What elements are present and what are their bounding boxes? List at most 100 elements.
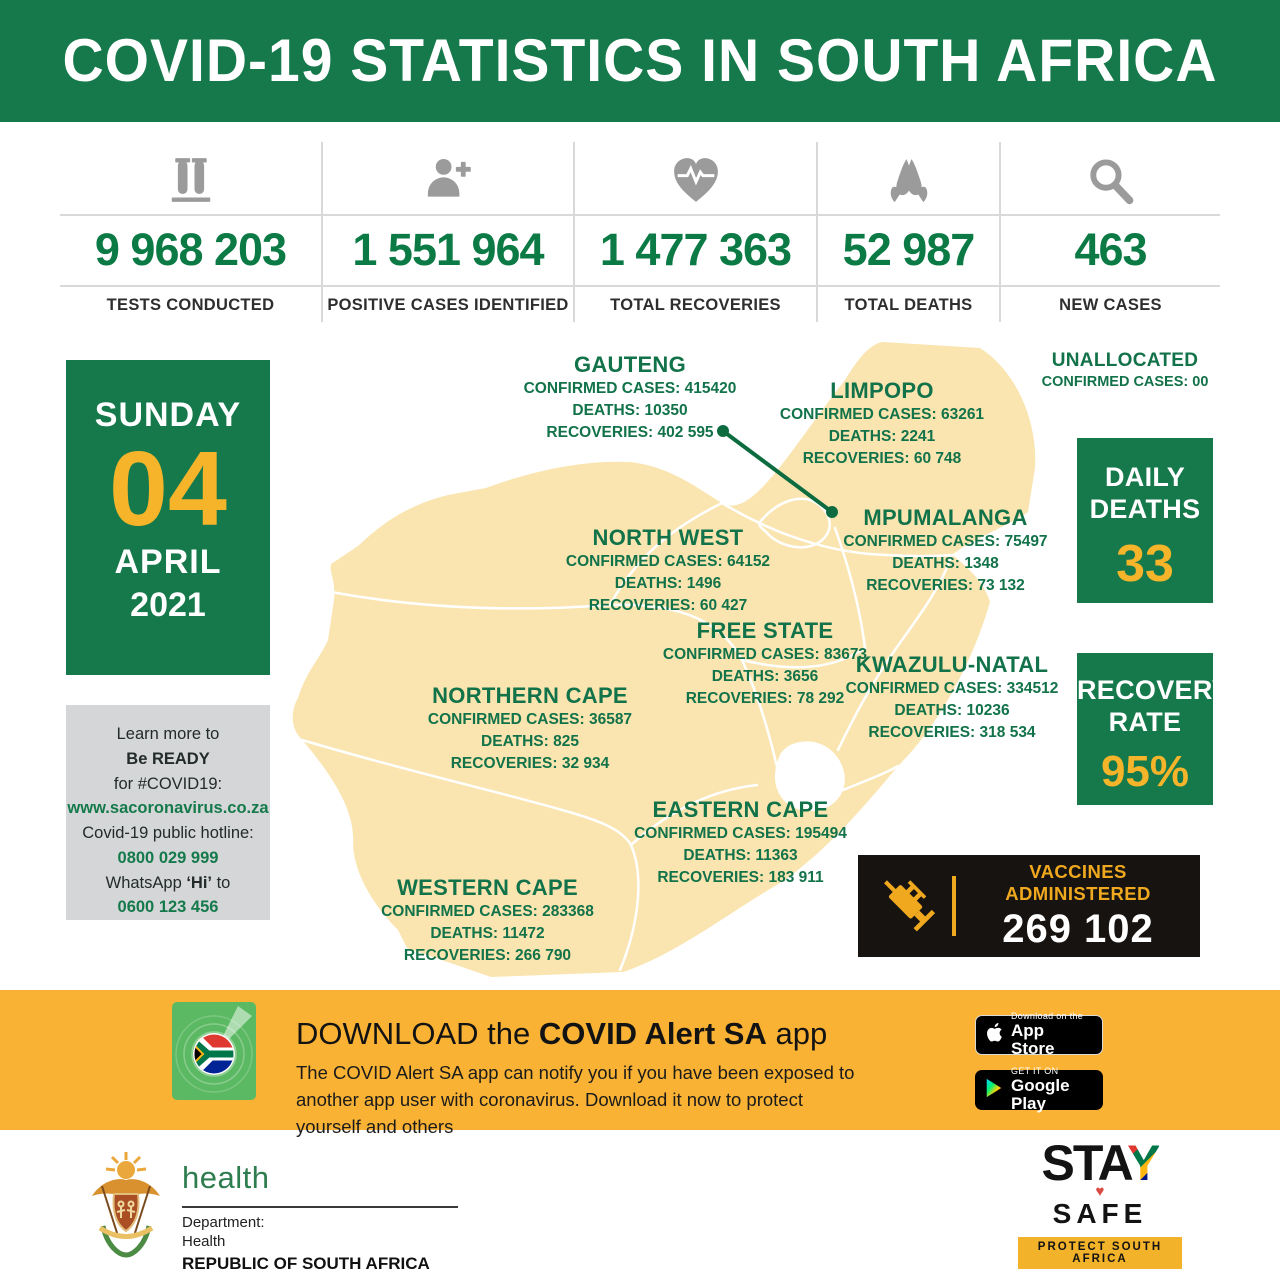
province-label-kwazulu-natal: KWAZULU-NATAL CONFIRMED CASES: 334512 DE… — [818, 652, 1086, 744]
recovery-rate-label: RECOVERY RATE — [1077, 675, 1230, 737]
province-deaths: DEATHS: 825 — [481, 733, 579, 750]
province-name: FREE STATE — [696, 618, 834, 643]
stat-label: POSITIVE CASES IDENTIFIED — [327, 296, 569, 314]
stay-safe-logo: STAY ♥ SAFE PROTECT SOUTH AFRICA TOGETHE… — [1018, 1138, 1223, 1280]
heart-pulse-icon — [575, 142, 816, 214]
protect-south-africa-band: PROTECT SOUTH AFRICA — [1018, 1236, 1182, 1269]
stat-value: 9 968 203 — [60, 214, 321, 287]
province-borders — [300, 497, 954, 972]
daily-deaths-box: DAILY DEATHS 33 — [1077, 438, 1213, 603]
province-confirmed: CONFIRMED CASES: 334512 — [845, 680, 1059, 697]
daily-deaths-label: DAILY DEATHS — [1089, 462, 1201, 524]
info-line: for #COVID19: — [113, 774, 223, 793]
unallocated-name: UNALLOCATED — [1051, 350, 1199, 371]
stat-value: 1 551 964 — [323, 214, 573, 287]
stat-total-recoveries: 1 477 363 TOTAL RECOVERIES — [575, 142, 818, 322]
province-name: WESTERN CAPE — [397, 875, 578, 900]
badge-small-text: GET IT ON — [1011, 1066, 1059, 1077]
stat-label: TESTS CONDUCTED — [106, 296, 275, 314]
stat-label: TOTAL RECOVERIES — [610, 296, 781, 314]
province-deaths: DEATHS: 10350 — [572, 402, 688, 419]
badge-big-text: App Store — [1011, 1020, 1055, 1058]
app-band-title: DOWNLOAD the COVID Alert SA app — [296, 1016, 828, 1051]
date-day-name: SUNDAY — [94, 396, 242, 434]
info-line: WhatsApp ‘Hi’ to — [105, 873, 231, 892]
website-link[interactable]: www.sacoronavirus.co.za — [67, 799, 269, 818]
province-name: LIMPOPO — [830, 378, 934, 403]
app-store-badge[interactable]: Download on the App Store — [975, 1011, 1103, 1058]
province-confirmed: CONFIRMED CASES: 83673 — [662, 646, 868, 663]
recovery-rate-value: 95% — [1100, 746, 1190, 796]
province-label-north-west: NORTH WEST CONFIRMED CASES: 64152 DEATHS… — [543, 525, 793, 617]
safe-text: SAFE — [1052, 1197, 1148, 1229]
whatsapp-number: 0600 123 456 — [117, 898, 219, 917]
province-name: MPUMALANGA — [863, 505, 1028, 530]
vaccines-value: 269 102 — [1002, 906, 1154, 951]
apple-icon — [986, 1022, 1003, 1048]
together-tagline: TOGETHER WE CAN BEAT THE CORONAVIRUS — [1018, 1278, 1223, 1280]
province-label-western-cape: WESTERN CAPE CONFIRMED CASES: 283368 DEA… — [360, 875, 615, 967]
divider — [952, 876, 956, 936]
coat-of-arms-logo — [88, 1150, 164, 1265]
province-recoveries: RECOVERIES: 73 132 — [866, 577, 1025, 594]
magnifier-icon — [1001, 142, 1220, 214]
date-month: APRIL — [114, 543, 222, 582]
province-recoveries: RECOVERIES: 32 934 — [450, 755, 610, 772]
province-label-free-state: FREE STATE CONFIRMED CASES: 83673 DEATHS… — [640, 618, 890, 710]
national-stats-row: 9 968 203 TESTS CONDUCTED 1 551 964 POSI… — [60, 142, 1220, 322]
info-line: Learn more to — [116, 725, 220, 743]
info-line-bold: Be READY — [126, 749, 210, 768]
badge-big-text: Google Play — [1011, 1075, 1070, 1113]
stat-value: 52 987 — [818, 214, 999, 287]
province-name: NORTHERN CAPE — [432, 683, 628, 708]
unallocated-label: UNALLOCATED CONFIRMED CASES: 00 — [1028, 350, 1222, 393]
hotline-number: 0800 029 999 — [117, 848, 219, 867]
divider — [182, 1206, 458, 1208]
praying-hands-icon — [818, 142, 999, 214]
test-tubes-icon — [60, 142, 321, 214]
stat-tests-conducted: 9 968 203 TESTS CONDUCTED — [60, 142, 323, 322]
province-label-northern-cape: NORTHERN CAPE CONFIRMED CASES: 36587 DEA… — [405, 683, 655, 775]
health-logo-text: health — [182, 1160, 270, 1195]
province-deaths: DEATHS: 11472 — [430, 925, 545, 942]
province-label-gauteng: GAUTENG CONFIRMED CASES: 415420 DEATHS: … — [500, 352, 760, 444]
province-label-limpopo: LIMPOPO CONFIRMED CASES: 63261 DEATHS: 2… — [758, 378, 1006, 470]
province-confirmed: CONFIRMED CASES: 63261 — [779, 406, 985, 423]
province-confirmed: CONFIRMED CASES: 415420 — [523, 380, 737, 397]
stat-new-cases: 463 NEW CASES — [1001, 142, 1220, 322]
stat-value: 463 — [1001, 214, 1220, 287]
stat-total-deaths: 52 987 TOTAL DEATHS — [818, 142, 1001, 322]
google-play-badge[interactable]: GET IT ON Google Play — [975, 1066, 1103, 1113]
date-day-number: 04 — [109, 430, 227, 548]
date-year: 2021 — [130, 586, 206, 625]
province-recoveries: RECOVERIES: 78 292 — [685, 690, 845, 707]
province-deaths: DEATHS: 1496 — [614, 575, 722, 592]
google-play-icon — [985, 1078, 1003, 1103]
province-deaths: DEATHS: 1348 — [892, 555, 999, 572]
recovery-rate-box: RECOVERY RATE 95% — [1077, 653, 1230, 805]
stat-label: TOTAL DEATHS — [844, 296, 973, 314]
department-line-2: Health — [182, 1232, 226, 1250]
flag-y-glyph: Y — [1127, 1135, 1160, 1191]
gauteng-callout-line — [717, 425, 838, 518]
province-confirmed: CONFIRMED CASES: 75497 — [843, 533, 1048, 550]
vaccines-label: VACCINES ADMINISTERED — [1005, 860, 1151, 904]
covid-alert-app-icon — [172, 1002, 256, 1100]
daily-deaths-value: 33 — [1116, 534, 1174, 593]
province-name: NORTH WEST — [592, 525, 744, 550]
republic-line: REPUBLIC OF SOUTH AFRICA — [182, 1253, 430, 1273]
heart-icon: ♥ — [1095, 1182, 1105, 1200]
province-deaths: DEATHS: 2241 — [828, 428, 936, 445]
map-landmass — [292, 342, 1036, 977]
unallocated-confirmed: CONFIRMED CASES: 00 — [1041, 374, 1209, 390]
province-label-eastern-cape: EASTERN CAPE CONFIRMED CASES: 195494 DEA… — [613, 797, 868, 889]
province-name: EASTERN CAPE — [652, 797, 829, 822]
person-plus-icon — [323, 142, 573, 214]
syringe-icon — [874, 871, 940, 942]
map-lesotho-hole — [774, 741, 845, 812]
department-of-health-block: health Department: Health REPUBLIC OF SO… — [182, 1160, 458, 1274]
province-recoveries: RECOVERIES: 60 748 — [802, 450, 962, 467]
province-confirmed: CONFIRMED CASES: 36587 — [427, 711, 633, 728]
province-deaths: DEATHS: 11363 — [683, 847, 798, 864]
